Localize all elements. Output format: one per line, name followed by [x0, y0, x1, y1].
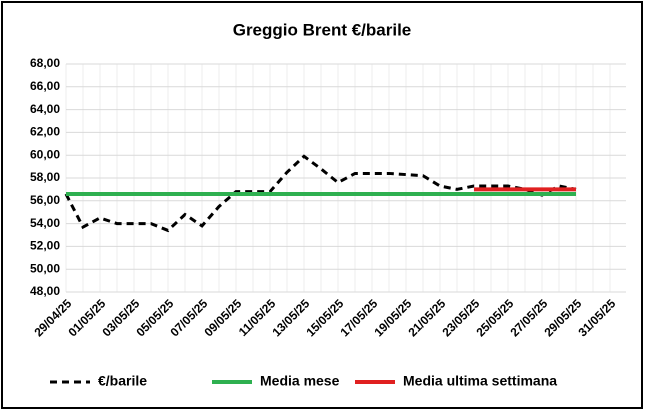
y-tick-label: 50,00 — [30, 261, 60, 275]
chart-title: Greggio Brent €/barile — [233, 20, 412, 39]
y-tick-label: 66,00 — [30, 79, 60, 93]
y-tick-label: 64,00 — [30, 102, 60, 116]
legend-label: €/barile — [98, 373, 147, 389]
y-tick-label: 62,00 — [30, 125, 60, 139]
y-tick-label: 58,00 — [30, 170, 60, 184]
y-tick-label: 60,00 — [30, 147, 60, 161]
legend-label: Media mese — [260, 373, 340, 389]
legend-label: Media ultima settimana — [403, 373, 557, 389]
y-tick-label: 52,00 — [30, 239, 60, 253]
y-tick-label: 48,00 — [30, 284, 60, 298]
series-line — [64, 154, 577, 233]
y-tick-label: 68,00 — [30, 56, 60, 70]
y-tick-label: 56,00 — [30, 193, 60, 207]
y-tick-label: 54,00 — [30, 216, 60, 230]
